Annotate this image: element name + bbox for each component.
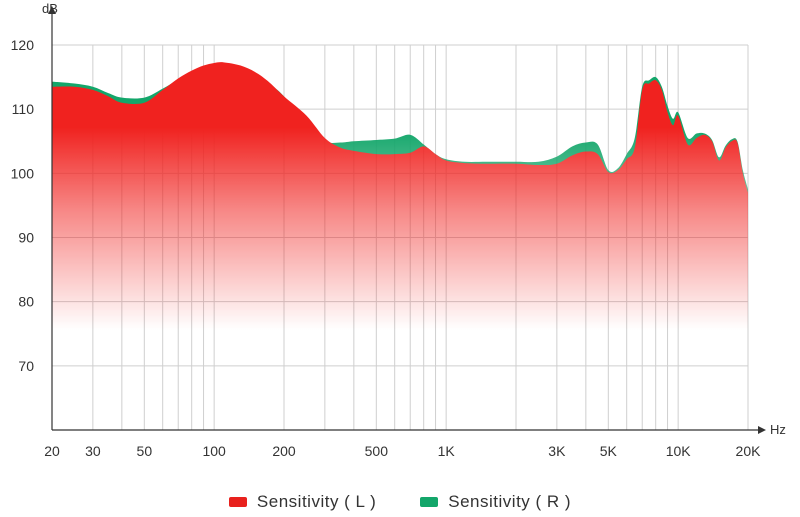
x-unit-label: Hz (770, 422, 786, 437)
x-tick-label: 5K (600, 443, 618, 459)
x-tick-label: 20 (44, 443, 60, 459)
y-tick-label: 80 (18, 294, 34, 310)
x-tick-label: 30 (85, 443, 101, 459)
legend-label-left: Sensitivity ( L ) (256, 492, 377, 511)
legend: Sensitivity ( L ) Sensitivity ( R ) (0, 490, 800, 514)
x-tick-label: 500 (365, 443, 389, 459)
y-tick-label: 90 (18, 230, 34, 246)
legend-label-right: Sensitivity ( R ) (448, 492, 572, 511)
legend-swatch-left (228, 497, 247, 507)
y-tick-label: 110 (12, 101, 35, 117)
tick-labels: 20 30 50 100 200 500 1K 3K 5K 10K 20K 70 80 90 100 110 1… (11, 1, 786, 459)
y-tick-label: 100 (11, 165, 35, 181)
series-areas (52, 62, 748, 431)
axes (48, 6, 766, 434)
legend-item-right[interactable]: Sensitivity ( R ) (420, 492, 571, 512)
legend-item-left[interactable]: Sensitivity ( L ) (228, 492, 377, 512)
x-tick-label: 10K (666, 443, 692, 459)
x-tick-label: 100 (202, 443, 226, 459)
x-tick-label: 1K (438, 443, 456, 459)
y-unit-label: dB (42, 1, 58, 16)
y-tick-label: 120 (11, 37, 35, 53)
x-tick-label: 50 (137, 443, 153, 459)
x-tick-label: 200 (272, 443, 296, 459)
x-tick-label: 3K (548, 443, 566, 459)
series-area-left (52, 62, 748, 430)
x-tick-label: 20K (736, 443, 762, 459)
legend-swatch-right (420, 497, 439, 507)
y-tick-label: 70 (18, 358, 34, 374)
